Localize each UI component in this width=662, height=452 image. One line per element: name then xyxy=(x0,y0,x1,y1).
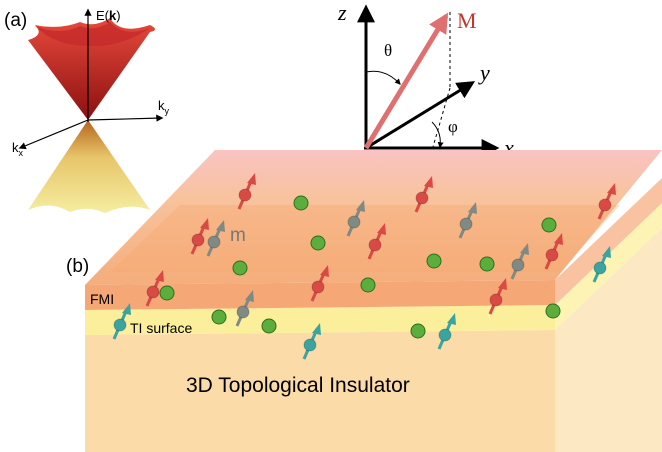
magnetization-label: M xyxy=(457,8,477,33)
spin-atom xyxy=(114,319,126,331)
atom xyxy=(411,324,425,338)
spin-atom xyxy=(239,189,251,201)
atom xyxy=(160,286,174,300)
y-axis-label: y xyxy=(478,60,490,85)
figure: (a) E(k) ky kx z y x M θ φ (b) m FMI TI … xyxy=(0,0,662,452)
spin-atom xyxy=(348,216,360,228)
spin-atom xyxy=(237,306,249,318)
atom xyxy=(262,319,276,333)
z-axis-label: z xyxy=(337,0,347,25)
atom xyxy=(427,254,441,268)
atom xyxy=(546,304,560,318)
ti-layer-label: TI surface xyxy=(130,320,192,336)
spin-atom xyxy=(369,239,381,251)
atom xyxy=(542,218,556,232)
spin-atom xyxy=(490,294,502,306)
atom xyxy=(294,196,308,210)
dirac-cone xyxy=(20,10,162,213)
spin-atom xyxy=(439,329,451,341)
spin-atom xyxy=(192,234,204,246)
spin-atom xyxy=(512,259,524,271)
phi-label: φ xyxy=(448,117,458,136)
kx-axis-label: kx xyxy=(12,140,24,158)
spin-atom xyxy=(208,236,220,248)
spin-atom xyxy=(304,339,316,351)
spin-atom xyxy=(594,262,606,274)
panel-label: (a) xyxy=(4,10,27,31)
bulk-label: 3D Topological Insulator xyxy=(186,374,410,397)
fmi-layer-label: FMI xyxy=(90,291,114,307)
spin-atom xyxy=(599,199,611,211)
spin-atom xyxy=(546,249,558,261)
moment-label: m xyxy=(230,225,246,246)
atom xyxy=(233,261,247,275)
ky-axis-label: ky xyxy=(158,98,170,116)
spin-atom xyxy=(312,281,324,293)
atom xyxy=(480,257,494,271)
spin-atom xyxy=(416,192,428,204)
theta-label: θ xyxy=(384,41,392,60)
spin-atom xyxy=(147,286,159,298)
atom xyxy=(311,236,325,250)
atom xyxy=(361,278,375,292)
spin-atom xyxy=(460,218,472,230)
slab xyxy=(85,150,662,452)
energy-axis-label: E(k) xyxy=(96,8,121,23)
panel-label: (b) xyxy=(66,256,89,277)
atom xyxy=(212,310,226,324)
